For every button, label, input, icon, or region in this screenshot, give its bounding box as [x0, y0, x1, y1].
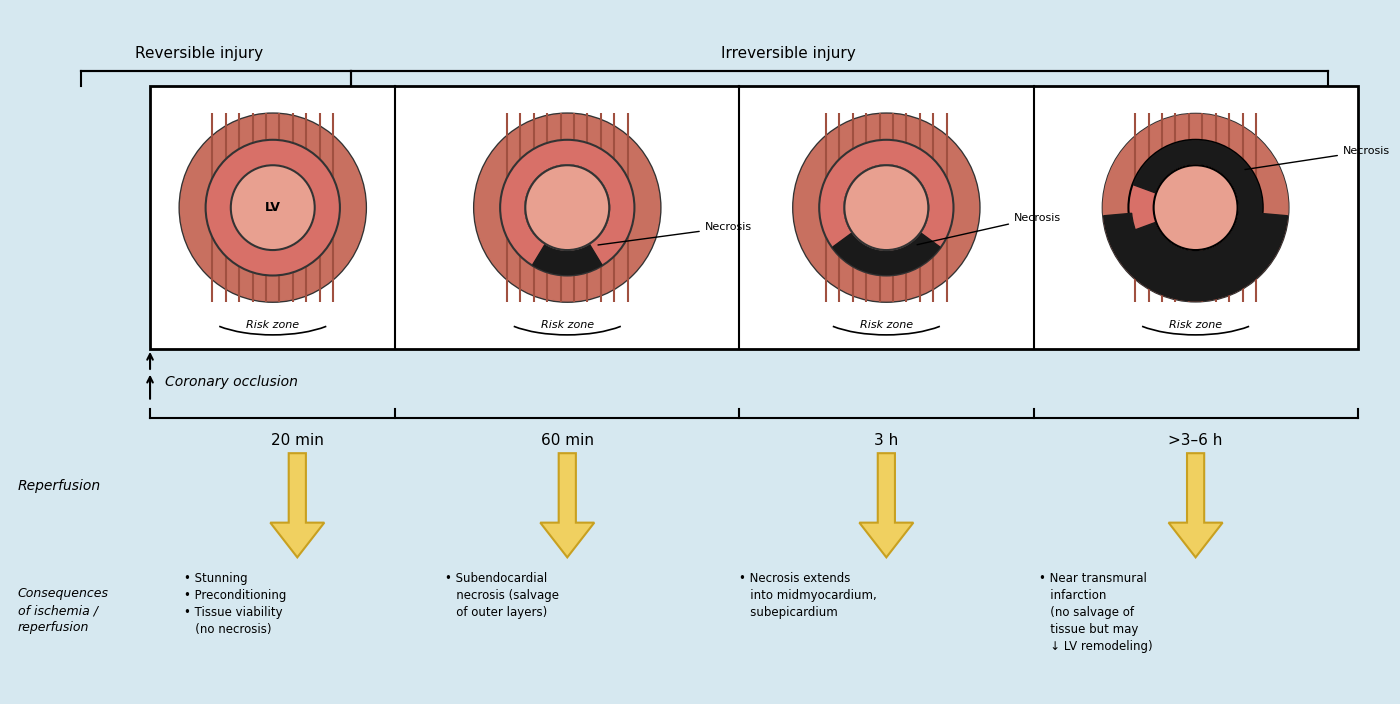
Text: Necrosis: Necrosis: [917, 213, 1061, 245]
Wedge shape: [833, 229, 939, 275]
Text: Risk zone: Risk zone: [1169, 320, 1222, 330]
Circle shape: [179, 113, 365, 302]
Text: Necrosis: Necrosis: [1245, 146, 1390, 170]
Wedge shape: [1103, 213, 1288, 301]
FancyArrow shape: [540, 453, 594, 558]
Circle shape: [206, 140, 340, 275]
Circle shape: [500, 140, 634, 275]
Text: Reversible injury: Reversible injury: [134, 46, 263, 61]
Text: Irreversible injury: Irreversible injury: [721, 46, 855, 61]
Circle shape: [1102, 113, 1289, 302]
Circle shape: [525, 165, 609, 250]
Circle shape: [844, 165, 928, 250]
Circle shape: [792, 113, 980, 302]
Circle shape: [1128, 140, 1263, 275]
FancyArrow shape: [270, 453, 325, 558]
Text: Risk zone: Risk zone: [860, 320, 913, 330]
Circle shape: [475, 114, 659, 301]
Text: Coronary occlusion: Coronary occlusion: [165, 375, 298, 389]
Text: Reperfusion: Reperfusion: [18, 479, 101, 493]
Circle shape: [475, 113, 661, 302]
Circle shape: [844, 165, 928, 250]
Circle shape: [181, 114, 365, 301]
Circle shape: [1154, 165, 1238, 250]
Circle shape: [231, 165, 315, 250]
Circle shape: [819, 140, 953, 275]
FancyArrow shape: [1169, 453, 1222, 558]
Text: LV: LV: [265, 201, 280, 214]
Text: Necrosis: Necrosis: [598, 222, 752, 245]
Circle shape: [525, 165, 609, 250]
Text: Risk zone: Risk zone: [246, 320, 300, 330]
FancyBboxPatch shape: [150, 86, 1358, 349]
Text: • Necrosis extends
   into midmyocardium,
   subepicardium: • Necrosis extends into midmyocardium, s…: [739, 572, 876, 620]
Text: 20 min: 20 min: [270, 433, 323, 448]
Text: Risk zone: Risk zone: [540, 320, 594, 330]
Text: • Stunning
• Preconditioning
• Tissue viability
   (no necrosis): • Stunning • Preconditioning • Tissue vi…: [185, 572, 287, 636]
Wedge shape: [533, 244, 602, 275]
Text: • Near transmural
   infarction
   (no salvage of
   tissue but may
   ↓ LV remo: • Near transmural infarction (no salvage…: [1039, 572, 1152, 653]
Wedge shape: [1134, 141, 1261, 275]
Circle shape: [1103, 114, 1288, 301]
Text: • Subendocardial
   necrosis (salvage
   of outer layers): • Subendocardial necrosis (salvage of ou…: [445, 572, 559, 620]
Circle shape: [794, 114, 979, 301]
FancyArrow shape: [860, 453, 913, 558]
Text: 3 h: 3 h: [874, 433, 899, 448]
Text: 60 min: 60 min: [540, 433, 594, 448]
Text: Consequences
of ischemia /
reperfusion: Consequences of ischemia / reperfusion: [18, 587, 109, 634]
Text: >3–6 h: >3–6 h: [1169, 433, 1222, 448]
